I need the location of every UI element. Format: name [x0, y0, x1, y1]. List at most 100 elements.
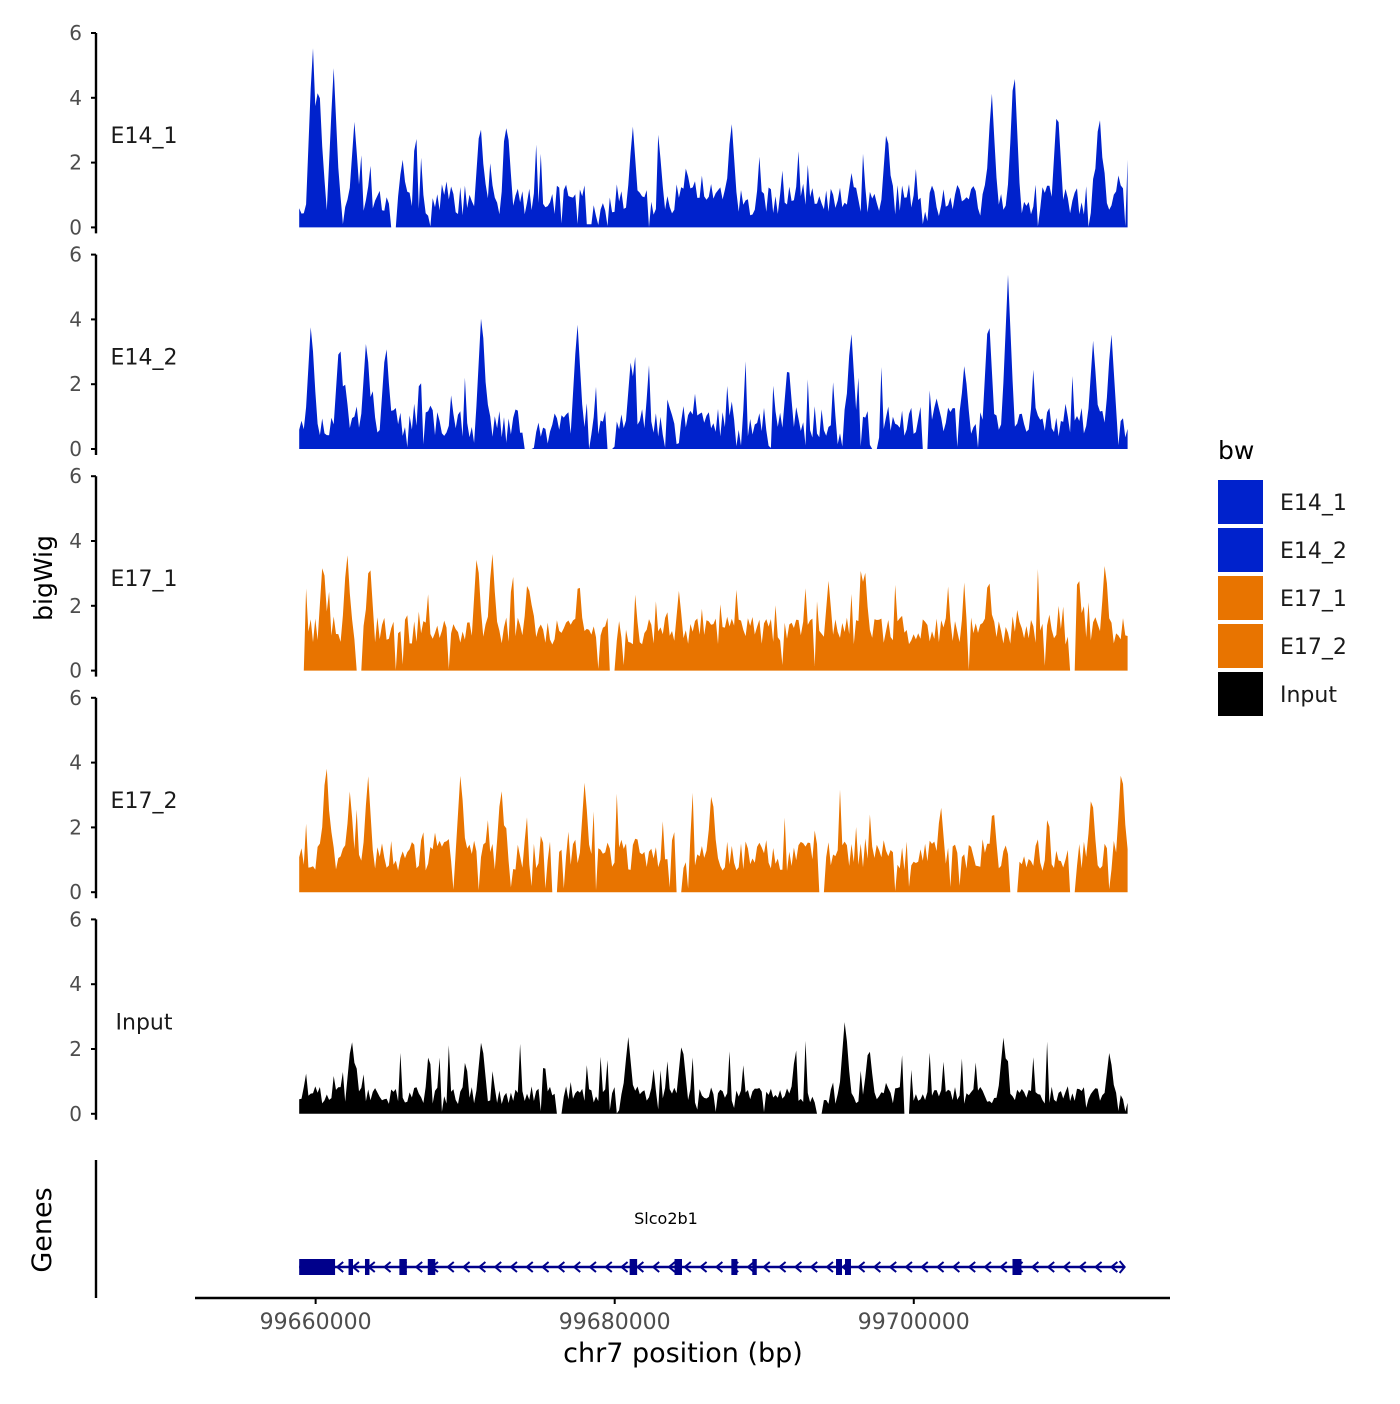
- strand-arrow: [683, 1261, 692, 1273]
- legend-swatch-e14-2: [1218, 528, 1263, 572]
- y-axis-title: bigWig: [29, 535, 58, 621]
- gene-exon: [752, 1259, 757, 1275]
- coverage-area-input: [299, 1022, 1128, 1114]
- y-tick-label: 6: [69, 21, 82, 45]
- y-tick-label: 4: [69, 972, 82, 996]
- strand-arrow: [1094, 1261, 1103, 1273]
- legend-label: E17_2: [1280, 635, 1347, 660]
- legend-swatch-input: [1218, 672, 1263, 716]
- y-tick-label: 4: [69, 86, 82, 110]
- gene-exon: [427, 1259, 436, 1275]
- panel-e17-2: 0 2 4 6 E17_2: [69, 686, 1128, 904]
- panel-e17-1: 0 2 4 6 E17_1: [69, 464, 1128, 683]
- strand-arrow: [746, 1261, 755, 1273]
- strand-arrow: [477, 1261, 487, 1273]
- coverage-area-e17-1: [299, 554, 1128, 671]
- y-tick-label: 2: [69, 372, 82, 396]
- y-tick-label: 6: [69, 464, 82, 488]
- y-tick-label: 2: [69, 1037, 82, 1061]
- strand-arrow: [1109, 1261, 1119, 1273]
- strand-arrow: [604, 1261, 613, 1273]
- strand-arrow: [509, 1261, 518, 1273]
- y-tick-label: 0: [69, 1102, 82, 1126]
- gene-exon: [731, 1259, 738, 1275]
- strand-arrow: [414, 1261, 423, 1273]
- strand-arrow: [541, 1261, 550, 1273]
- strand-arrow: [556, 1261, 566, 1273]
- y-tick-label: 0: [69, 437, 82, 461]
- panel-e14-2: 0 2 4 6 E14_2: [69, 243, 1128, 461]
- strand-arrow: [793, 1261, 803, 1273]
- gene-exon: [674, 1259, 682, 1275]
- y-tick-label: 0: [69, 880, 82, 904]
- legend-title: bw: [1218, 436, 1254, 465]
- x-axis: 99660000 99680000 99700000: [195, 1296, 1170, 1335]
- panel-label: Input: [116, 1010, 173, 1035]
- strand-arrow: [525, 1261, 534, 1273]
- gene-end-cap: [1118, 1260, 1126, 1274]
- strand-arrow: [446, 1261, 455, 1273]
- panel-input: 0 2 4 6 Input: [69, 907, 1128, 1126]
- legend-label: E17_1: [1280, 587, 1347, 612]
- strand-arrow: [651, 1261, 660, 1273]
- legend-swatch-e17-2: [1218, 624, 1263, 668]
- gene-exon: [836, 1259, 843, 1275]
- coverage-area-e14-2: [299, 274, 1128, 449]
- x-tick-label: 99660000: [260, 1310, 372, 1335]
- strand-arrow: [904, 1261, 913, 1273]
- y-tick-label: 6: [69, 907, 82, 931]
- legend-label: E14_2: [1280, 539, 1347, 564]
- gene-exon: [399, 1259, 407, 1275]
- genes-track-title: Genes: [27, 1187, 58, 1272]
- strand-arrow: [888, 1261, 897, 1273]
- strand-arrow: [1030, 1261, 1040, 1273]
- legend-label: Input: [1280, 683, 1337, 708]
- legend-swatch-e14-1: [1218, 480, 1263, 524]
- legend: bw E14_1 E14_2 E17_1 E17_2 Input: [1218, 436, 1347, 716]
- strand-arrow: [857, 1261, 866, 1273]
- gene-exon: [629, 1259, 638, 1275]
- strand-arrow: [635, 1261, 645, 1273]
- y-tick-label: 4: [69, 751, 82, 775]
- coverage-area-e14-1: [299, 48, 1128, 228]
- y-tick-label: 2: [69, 815, 82, 839]
- coverage-panels: 0 2 4 6 E14_1 0 2 4 6 E14_2 0 2 4 6 E17_1 0 2 4 6 E17_2 0 2 4 6…: [69, 21, 1128, 1126]
- strand-arrow: [809, 1261, 818, 1273]
- strand-arrow: [335, 1261, 344, 1273]
- strand-arrow: [699, 1261, 708, 1273]
- x-axis-title: chr7 position (bp): [563, 1338, 803, 1369]
- strand-arrow: [983, 1261, 992, 1273]
- strand-arrow: [1062, 1261, 1071, 1273]
- strand-arrow: [778, 1261, 787, 1273]
- panel-label: E17_2: [111, 789, 178, 814]
- strand-arrow: [572, 1261, 581, 1273]
- y-tick-label: 6: [69, 243, 82, 267]
- strand-arrow: [667, 1261, 676, 1273]
- strand-arrow: [620, 1261, 629, 1273]
- gene-exon: [299, 1259, 336, 1275]
- gene-exon: [364, 1259, 370, 1275]
- panel-label: E17_1: [111, 567, 178, 592]
- genes-track: [94, 1160, 1126, 1298]
- y-tick-label: 2: [69, 594, 82, 618]
- strand-arrow: [762, 1261, 771, 1273]
- gene-name-label: Slco2b1: [634, 1209, 698, 1228]
- strand-arrow: [967, 1261, 976, 1273]
- strand-arrow: [825, 1261, 834, 1273]
- panel-e14-1: 0 2 4 6 E14_1: [69, 21, 1128, 239]
- x-tick-label: 99680000: [559, 1310, 671, 1335]
- x-tick-label: 99700000: [858, 1310, 970, 1335]
- strand-arrow: [872, 1261, 882, 1273]
- strand-arrow: [951, 1261, 961, 1273]
- gene-exon: [844, 1259, 851, 1275]
- panel-label: E14_2: [111, 346, 178, 371]
- strand-arrow: [1078, 1261, 1087, 1273]
- strand-arrow: [588, 1261, 597, 1273]
- y-tick-label: 4: [69, 307, 82, 331]
- gene-exon: [348, 1259, 354, 1275]
- y-tick-label: 2: [69, 151, 82, 175]
- strand-arrow: [493, 1261, 502, 1273]
- y-tick-label: 0: [69, 215, 82, 239]
